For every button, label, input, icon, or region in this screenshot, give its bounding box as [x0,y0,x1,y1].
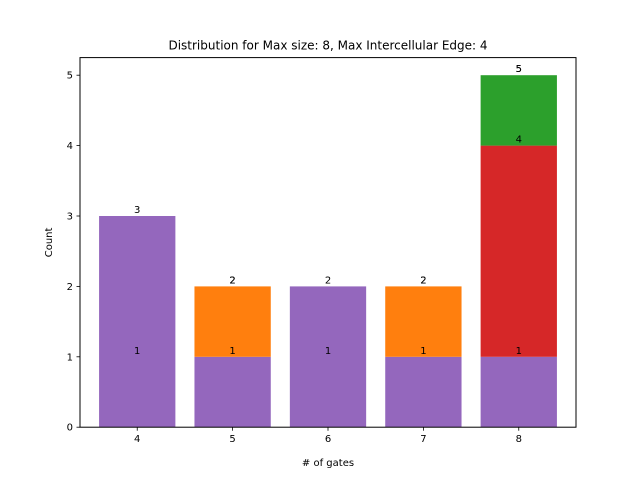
x-axis-ticks: 4 5 6 7 8 [134,427,522,445]
bar-value-label: 2 [229,275,235,286]
y-tick-label: 5 [67,71,73,82]
bar-segment-6-s0 [289,286,367,428]
bars-layer [99,75,557,428]
bar-value-label: 4 [516,135,522,146]
bar-value-label: 5 [516,64,522,75]
bar-segment-7-s1 [385,286,462,357]
y-tick-label: 0 [67,423,73,434]
x-tick-label: 7 [420,434,426,445]
bar-value-label: 1 [134,346,140,357]
x-axis-label: # of gates [302,458,354,469]
bar-value-label: 1 [229,346,235,357]
y-tick-label: 3 [67,212,73,223]
bar-value-label: 2 [420,275,426,286]
bar-segment-8-s2 [480,145,557,357]
bar-value-label: 3 [134,205,140,216]
bar-value-label: 2 [229,275,235,286]
bar-segment-7-s0 [385,356,462,428]
y-tick-label: 2 [67,282,73,293]
y-tick-label: 4 [67,141,73,152]
x-tick-label: 4 [134,434,140,445]
y-axis-ticks: 0 1 2 3 4 5 [67,71,80,434]
bar-segment-4-s0 [99,216,176,428]
chart-title: Distribution for Max size: 8, Max Interc… [168,39,487,53]
bar-value-label: 1 [325,346,331,357]
bar-value-label: 2 [325,275,331,286]
bar-segment-8-s0 [480,356,557,428]
y-tick-label: 1 [67,352,73,363]
bar-segment-5-s0 [194,356,271,428]
bar-value-label: 2 [420,275,426,286]
bar-value-label: 5 [516,64,522,75]
bar-value-label: 1 [516,346,522,357]
y-axis-label: Count [44,227,55,257]
x-tick-label: 6 [325,434,331,445]
x-tick-label: 8 [516,434,522,445]
bar-segment-5-s1 [194,286,271,357]
x-tick-label: 5 [229,434,235,445]
bar-segment-8-s3 [480,75,557,146]
bar-value-label: 1 [420,346,426,357]
